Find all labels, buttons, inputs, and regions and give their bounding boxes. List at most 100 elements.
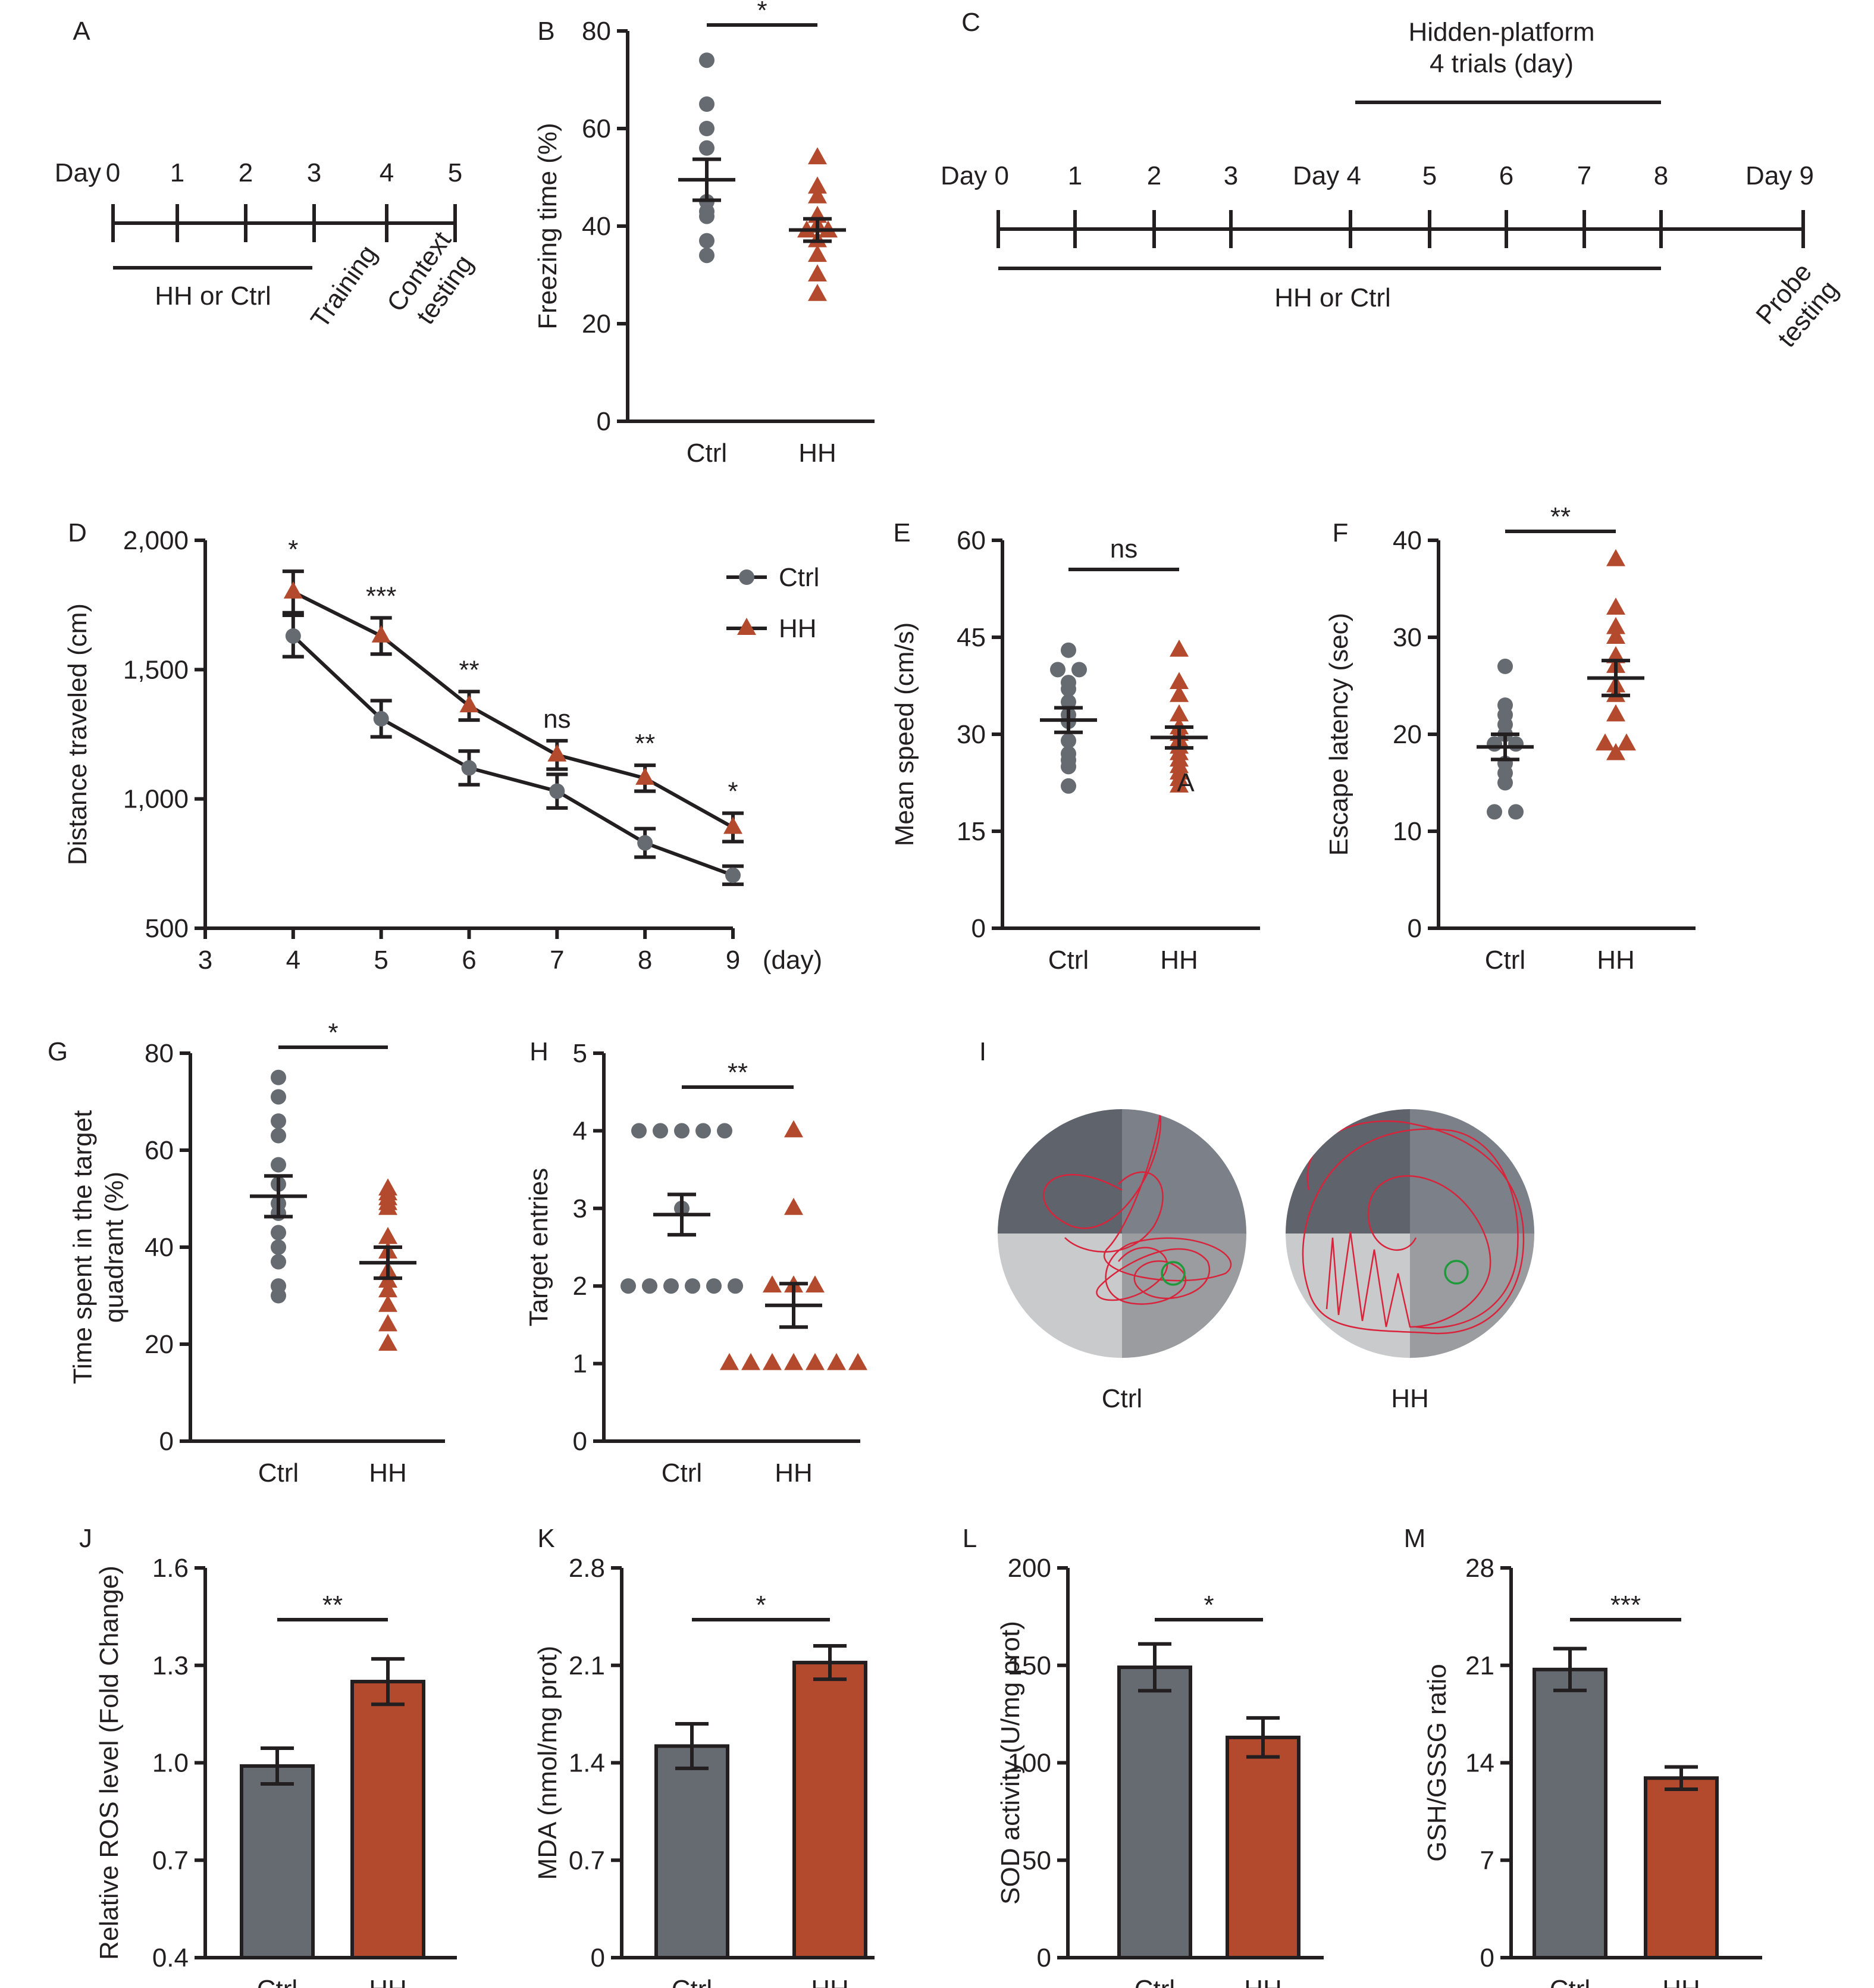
x-category-label: HH (369, 1458, 407, 1488)
data-point-hh (283, 581, 303, 599)
y-tick-label: 7 (1480, 1846, 1494, 1875)
swim-path (1043, 1112, 1232, 1305)
y-tick-label: 40 (582, 212, 611, 241)
data-point-ctrl (271, 1069, 286, 1085)
data-point-hh (378, 1294, 397, 1312)
treatment-label: HH or Ctrl (155, 281, 271, 311)
y-tick-label: 30 (1393, 623, 1422, 652)
data-point-hh (808, 283, 827, 301)
x-tick-label: 6 (462, 946, 476, 975)
quadrant-ne (1122, 1109, 1246, 1234)
data-point-hh (378, 1314, 397, 1332)
event-label-training: Training (305, 240, 383, 333)
y-tick-label: 2.1 (569, 1651, 605, 1680)
y-axis-label: Time spent in the targetquadrant (%) (68, 1110, 129, 1385)
data-point-ctrl (1061, 694, 1076, 710)
data-point-hh (806, 1353, 825, 1370)
timeline-day-label: 0 (106, 158, 120, 187)
x-tick-label: 3 (198, 946, 212, 975)
bar-hh (1644, 1776, 1719, 1960)
y-tick-label: 60 (957, 526, 986, 555)
data-point-hh (808, 176, 827, 194)
y-tick-label: 80 (582, 17, 611, 46)
data-point-ctrl (637, 835, 653, 851)
y-tick-label: 60 (582, 114, 611, 143)
swim-path (1302, 1120, 1525, 1335)
data-point-ctrl (1497, 658, 1513, 674)
y-tick-label: 0 (573, 1427, 587, 1456)
data-point-hh (1606, 616, 1625, 634)
data-point-hh (827, 1353, 846, 1370)
data-point-hh (1170, 684, 1189, 702)
y-tick-label: 200 (1008, 1554, 1051, 1583)
data-point-hh (1596, 733, 1615, 751)
significance-label: ** (728, 1058, 748, 1087)
significance-label: ** (1550, 502, 1571, 531)
data-point-ctrl (1061, 681, 1076, 697)
significance-label: * (1204, 1591, 1214, 1620)
y-tick-label: 100 (1008, 1749, 1051, 1778)
data-point-hh (784, 1120, 803, 1138)
y-tick-label: 0 (591, 1943, 605, 1973)
data-point-hh (1170, 639, 1189, 657)
y-tick-label: 1.0 (152, 1749, 189, 1778)
x-category-label: HH (1597, 946, 1635, 975)
data-point-hh (808, 245, 827, 262)
quadrant-se (1410, 1234, 1534, 1358)
y-tick-label: 50 (1022, 1846, 1051, 1875)
panel-letter: I (979, 1037, 986, 1066)
y-tick-label: 150 (1008, 1651, 1051, 1680)
y-axis-label: Escape latency (sec) (1324, 613, 1353, 856)
data-point-ctrl (699, 96, 714, 112)
y-tick-label: 1.6 (152, 1554, 189, 1583)
timeline-day-label: Day 0 (941, 161, 1009, 190)
data-point-ctrl (717, 1123, 732, 1139)
panel-letter: G (48, 1037, 68, 1066)
data-point-hh (1617, 733, 1636, 751)
y-tick-label: 20 (145, 1330, 174, 1359)
x-category-label: Ctrl (1550, 1975, 1590, 1988)
x-category-label: Ctrl (257, 1975, 297, 1988)
data-point-hh (1606, 743, 1625, 760)
data-point-ctrl (461, 760, 477, 776)
y-axis-label: Mean speed (cm/s) (890, 622, 919, 847)
data-point-ctrl (685, 1278, 700, 1294)
y-tick-label: 20 (1393, 720, 1422, 749)
timeline-day-label: 8 (1654, 161, 1668, 190)
significance-label: * (757, 0, 767, 25)
timeline-day-prefix: Day (55, 158, 101, 187)
data-point-ctrl (699, 233, 714, 249)
panel-letter: H (529, 1037, 549, 1066)
timeline-day-label: 2 (1147, 161, 1161, 190)
data-point-ctrl (271, 1089, 286, 1105)
maze-pool-ctrl (998, 1109, 1246, 1358)
pool-label: HH (1391, 1384, 1429, 1413)
y-tick-label: 10 (1393, 817, 1422, 846)
bar-ctrl (1117, 1665, 1192, 1959)
data-point-ctrl (271, 1239, 286, 1255)
significance-label: *** (1610, 1591, 1641, 1620)
pool-quadrants (998, 1109, 1246, 1358)
y-tick-label: 40 (1393, 526, 1422, 555)
series-line-ctrl (292, 634, 734, 877)
y-tick-label: 1.3 (152, 1651, 189, 1680)
x-category-label: HH (798, 439, 836, 468)
x-category-label: Ctrl (662, 1458, 702, 1488)
y-tick-label: 30 (957, 720, 986, 749)
y-tick-label: 40 (145, 1233, 174, 1262)
x-category-label: Ctrl (1485, 946, 1525, 975)
data-point-hh (806, 1275, 825, 1293)
significance-label: ** (635, 729, 655, 758)
pool-label: Ctrl (1102, 1384, 1142, 1413)
y-axis-label: GSH/GSSG ratio (1422, 1664, 1452, 1862)
data-point-hh (848, 1353, 867, 1370)
y-axis-label: Freezing time (%) (533, 123, 562, 329)
data-point-hh (1606, 549, 1625, 566)
x-tick-label: 9 (726, 946, 740, 975)
panel-letter: A (73, 17, 90, 46)
x-category-label: Ctrl (258, 1458, 299, 1488)
y-tick-label: 0.4 (152, 1943, 189, 1973)
data-point-ctrl (725, 867, 741, 883)
data-point-hh (1606, 597, 1625, 615)
panel-letter: D (68, 518, 87, 547)
